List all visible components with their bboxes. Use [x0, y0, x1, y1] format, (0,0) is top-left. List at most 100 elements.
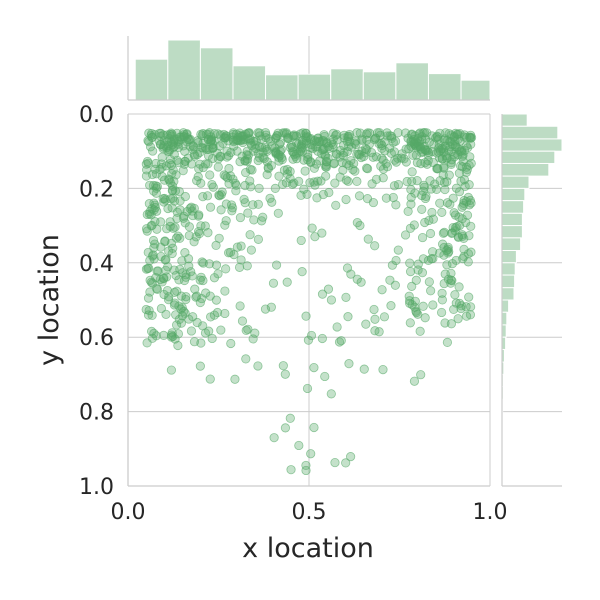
scatter-point — [294, 440, 304, 451]
scatter-point — [172, 155, 182, 165]
scatter-point — [224, 163, 234, 174]
scatter-point — [321, 171, 331, 181]
scatter-point — [164, 174, 174, 184]
scatter-point — [190, 284, 200, 294]
scatter-point — [422, 159, 432, 169]
scatter-point — [181, 129, 192, 139]
scatter-point — [269, 433, 279, 443]
scatter-point — [214, 191, 225, 201]
right-hist-bar — [501, 175, 530, 189]
scatter-point — [441, 128, 451, 138]
scatter-point — [426, 184, 436, 194]
scatter-point — [301, 136, 312, 146]
scatter-point — [257, 216, 267, 226]
scatter-point — [407, 300, 417, 310]
scatter-point — [435, 176, 445, 186]
scatter-point — [162, 272, 172, 282]
scatter-point — [427, 207, 437, 218]
scatter-point — [385, 275, 395, 285]
scatter-point — [173, 340, 183, 351]
scatter-point — [343, 312, 353, 322]
scatter-point — [235, 212, 246, 223]
scatter-point — [387, 260, 397, 270]
scatter-point — [228, 128, 238, 138]
scatter-point — [390, 136, 401, 146]
scatter-point — [285, 173, 295, 184]
scatter-point — [323, 284, 334, 294]
scatter-point — [180, 191, 190, 202]
scatter-point — [406, 192, 416, 203]
scatter-point — [355, 220, 365, 231]
top-hist-bar — [395, 62, 429, 101]
scatter-point — [459, 244, 469, 254]
scatter-point — [407, 281, 417, 291]
scatter-point — [177, 256, 187, 266]
scatter-point — [297, 267, 307, 277]
top-hist-bar — [460, 79, 491, 101]
scatter-point — [346, 269, 356, 279]
scatter-point — [412, 176, 422, 186]
scatter-point — [180, 218, 190, 228]
top-hist-bar — [362, 71, 397, 101]
right-hist-bar — [501, 150, 556, 164]
scatter-point — [446, 268, 456, 278]
scatter-point — [184, 261, 194, 271]
scatter-point — [466, 302, 476, 312]
scatter-point — [307, 223, 317, 233]
scatter-point — [428, 253, 438, 264]
scatter-point — [182, 137, 192, 147]
scatter-point — [352, 176, 362, 186]
scatter-point — [234, 262, 245, 272]
scatter-point — [175, 205, 185, 215]
right-hist-bar — [501, 187, 526, 202]
scatter-point — [460, 181, 470, 191]
top-hist-bar — [199, 47, 234, 101]
scatter-point — [409, 376, 420, 386]
scatter-point — [413, 265, 423, 275]
scatter-point — [276, 145, 286, 155]
scatter-point — [390, 155, 400, 165]
scatter-point — [171, 310, 181, 320]
right-hist-bar — [501, 287, 515, 301]
scatter-point — [195, 275, 205, 285]
scatter-point — [362, 164, 373, 174]
scatter-point — [418, 301, 428, 311]
scatter-point — [168, 143, 178, 153]
scatter-point — [406, 199, 416, 209]
scatter-point — [189, 149, 199, 160]
scatter-point — [343, 131, 353, 142]
scatter-point — [301, 311, 311, 321]
scatter-point — [258, 147, 268, 157]
scatter-point — [312, 193, 322, 203]
scatter-point — [433, 164, 443, 174]
scatter-points — [141, 128, 477, 476]
scatter-point — [402, 176, 412, 187]
right-hist-bar — [501, 237, 522, 252]
scatter-point — [332, 322, 342, 332]
scatter-point — [248, 334, 258, 344]
scatter-point — [270, 183, 280, 193]
scatter-point — [410, 131, 420, 141]
scatter-point — [253, 234, 264, 244]
scatter-point — [162, 285, 173, 296]
scatter-point — [369, 304, 379, 315]
scatter-point — [189, 237, 199, 247]
scatter-point — [248, 200, 258, 210]
scatter-point — [378, 365, 388, 375]
scatter-point — [444, 170, 454, 180]
right-hist-bar — [501, 138, 563, 152]
scatter-point — [382, 162, 393, 172]
scatter-point — [143, 310, 154, 320]
scatter-point — [243, 208, 253, 218]
scatter-point — [141, 264, 152, 274]
scatter-point — [341, 292, 351, 302]
scatter-point — [338, 165, 348, 175]
x-tick-label: 0.5 — [292, 500, 327, 525]
scatter-point — [393, 245, 403, 255]
scatter-point — [209, 129, 220, 139]
scatter-point — [446, 158, 456, 168]
scatter-point — [266, 302, 276, 312]
scatter-point — [331, 200, 341, 210]
scatter-point — [346, 452, 356, 462]
scatter-point — [439, 227, 449, 237]
